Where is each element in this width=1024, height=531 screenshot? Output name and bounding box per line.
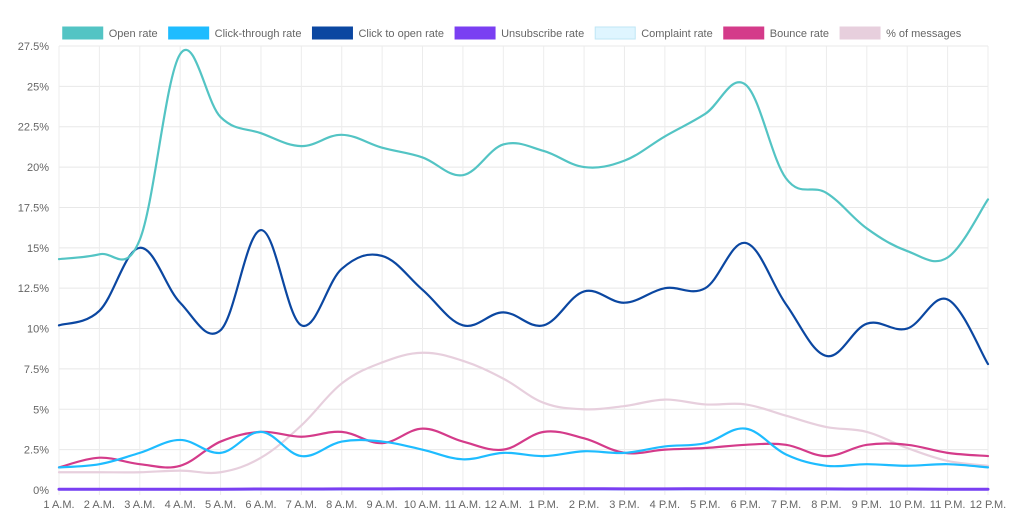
x-tick-label: 2 P.M. bbox=[569, 499, 599, 511]
x-tick-label: 7 P.M. bbox=[771, 499, 801, 511]
legend-swatch-bounce-rate[interactable] bbox=[723, 26, 765, 40]
x-tick-label: 2 A.M. bbox=[84, 499, 115, 511]
legend-label-of-messages[interactable]: % of messages bbox=[886, 28, 962, 40]
y-tick-label: 22.5% bbox=[18, 122, 49, 134]
x-tick-label: 4 P.M. bbox=[650, 499, 680, 511]
legend-label-bounce-rate[interactable]: Bounce rate bbox=[770, 28, 829, 40]
y-tick-label: 0% bbox=[33, 485, 49, 497]
legend-swatch-click-to-open-rate[interactable] bbox=[311, 26, 353, 40]
x-tick-label: 1 P.M. bbox=[529, 499, 559, 511]
x-tick-label: 5 A.M. bbox=[205, 499, 236, 511]
y-tick-label: 10% bbox=[27, 324, 49, 336]
x-tick-label: 5 P.M. bbox=[690, 499, 720, 511]
x-tick-label: 11 A.M. bbox=[445, 499, 481, 511]
y-tick-label: 5% bbox=[33, 404, 49, 416]
y-tick-label: 12.5% bbox=[18, 283, 49, 295]
series-line-unsubscribe-rate bbox=[57, 487, 990, 491]
x-tick-label: 7 A.M. bbox=[286, 499, 317, 511]
series-line-click-through-rate bbox=[57, 427, 990, 469]
legend-swatch-click-through-rate[interactable] bbox=[168, 26, 210, 40]
x-tick-label: 12 P.M. bbox=[970, 499, 1007, 511]
x-tick-label: 1 A.M. bbox=[43, 499, 74, 511]
legend-label-complaint-rate[interactable]: Complaint rate bbox=[641, 28, 713, 40]
x-tick-label: 10 A.M. bbox=[404, 499, 441, 511]
legend-swatch-open-rate[interactable] bbox=[62, 26, 104, 40]
legend-label-unsubscribe-rate[interactable]: Unsubscribe rate bbox=[501, 28, 584, 40]
y-tick-label: 20% bbox=[27, 162, 49, 174]
x-tick-label: 11 P.M. bbox=[930, 499, 966, 511]
x-tick-label: 3 A.M. bbox=[124, 499, 155, 511]
series-line-bounce-rate bbox=[57, 427, 990, 469]
x-tick-label: 6 P.M. bbox=[730, 499, 760, 511]
legend-swatch-complaint-rate[interactable] bbox=[594, 26, 636, 40]
legend-label-click-to-open-rate[interactable]: Click to open rate bbox=[358, 28, 444, 40]
x-tick-label: 6 A.M. bbox=[245, 499, 276, 511]
series-line-click-to-open-rate bbox=[57, 228, 990, 366]
legend-label-open-rate[interactable]: Open rate bbox=[109, 28, 158, 40]
series-line-of-messages bbox=[57, 351, 990, 475]
x-tick-label: 8 P.M. bbox=[811, 499, 841, 511]
y-tick-label: 25% bbox=[27, 81, 49, 93]
x-tick-label: 9 A.M. bbox=[367, 499, 398, 511]
legend-label-click-through-rate[interactable]: Click-through rate bbox=[215, 28, 302, 40]
x-tick-label: 8 A.M. bbox=[326, 499, 357, 511]
x-tick-label: 3 P.M. bbox=[609, 499, 639, 511]
legend-swatch-of-messages[interactable] bbox=[839, 26, 881, 40]
y-tick-label: 2.5% bbox=[24, 445, 49, 457]
series-line-open-rate bbox=[57, 49, 990, 263]
x-tick-label: 9 P.M. bbox=[852, 499, 882, 511]
x-tick-label: 12 A.M. bbox=[485, 499, 522, 511]
y-tick-label: 27.5% bbox=[18, 41, 49, 53]
x-tick-label: 10 P.M. bbox=[889, 499, 926, 511]
y-tick-label: 15% bbox=[27, 243, 49, 255]
y-tick-label: 7.5% bbox=[24, 364, 49, 376]
x-tick-label: 4 A.M. bbox=[165, 499, 196, 511]
y-tick-label: 17.5% bbox=[18, 202, 49, 214]
legend-swatch-unsubscribe-rate[interactable] bbox=[454, 26, 496, 40]
